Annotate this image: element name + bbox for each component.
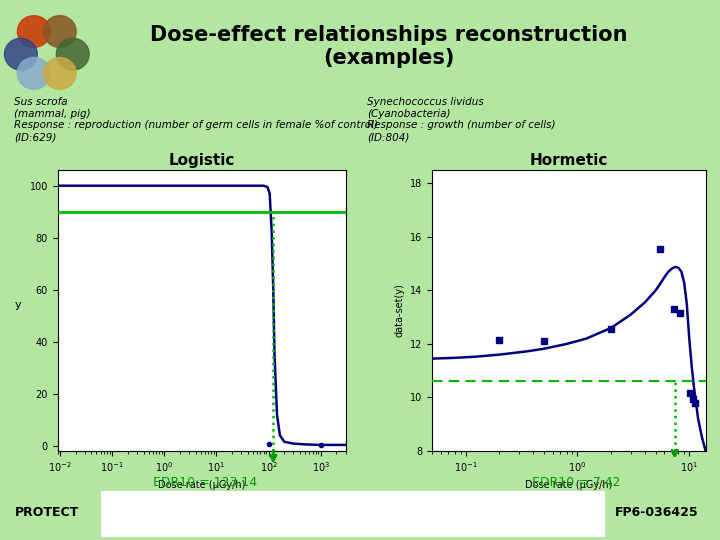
Y-axis label: data-set(y): data-set(y): [395, 284, 405, 338]
Ellipse shape: [56, 38, 89, 70]
Text: EDR10 = 123.14: EDR10 = 123.14: [153, 476, 257, 489]
Text: EDR10 = 7.42: EDR10 = 7.42: [532, 476, 620, 489]
Ellipse shape: [4, 38, 37, 70]
Title: Hormetic: Hormetic: [530, 152, 608, 167]
X-axis label: Dose rate (μGy/h): Dose rate (μGy/h): [158, 480, 246, 490]
Y-axis label: y: y: [15, 300, 22, 310]
Text: Synechococcus lividus
(Cyanobacteria)
Response : growth (number of cells)
(ID:80: Synechococcus lividus (Cyanobacteria) Re…: [367, 97, 556, 142]
Text: Dose-effect relationships reconstruction
(examples): Dose-effect relationships reconstruction…: [150, 25, 628, 68]
Title: Logistic: Logistic: [168, 152, 235, 167]
X-axis label: Dose rate (μGy/h): Dose rate (μGy/h): [525, 480, 613, 490]
Ellipse shape: [17, 16, 50, 48]
Ellipse shape: [43, 16, 76, 48]
Text: PROTECT: PROTECT: [14, 505, 78, 519]
FancyBboxPatch shape: [101, 491, 605, 537]
Ellipse shape: [17, 57, 50, 89]
Text: FP6-036425: FP6-036425: [615, 505, 698, 519]
Ellipse shape: [43, 57, 76, 89]
Text: Sus scrofa
(mammal, pig)
Response : reproduction (number of germ cells in female: Sus scrofa (mammal, pig) Response : repr…: [14, 97, 379, 142]
